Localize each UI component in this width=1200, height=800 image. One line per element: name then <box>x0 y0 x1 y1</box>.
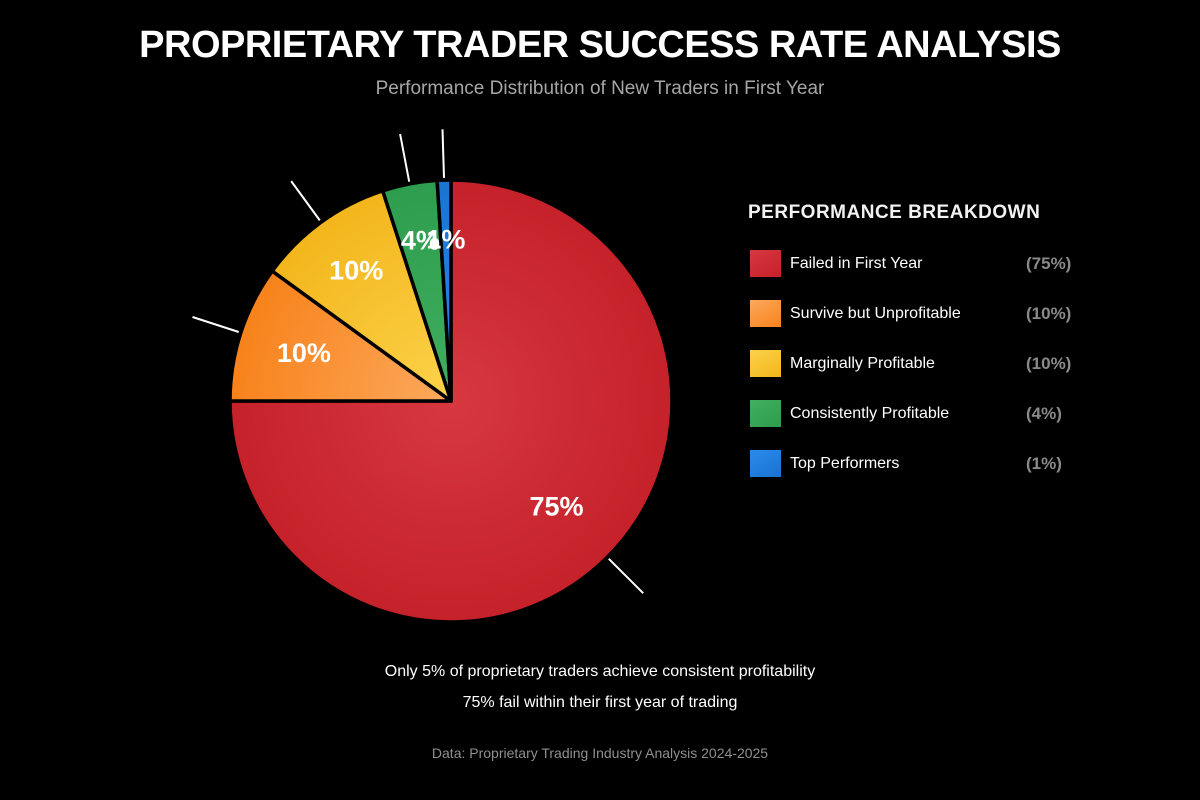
legend-percentage: (10%) <box>1026 303 1072 323</box>
legend: PERFORMANCE BREAKDOWN Failed in First Ye… <box>748 202 1088 500</box>
legend-percentage: (4%) <box>1026 403 1062 423</box>
slice-label-top-performers: 1% <box>426 225 465 255</box>
legend-label: Consistently Profitable <box>790 404 950 422</box>
legend-percentage: (1%) <box>1026 453 1062 473</box>
legend-label: Failed in First Year <box>790 254 923 272</box>
legend-item-failed-in-first-year: Failed in First Year (75%) <box>748 250 1088 277</box>
slice-label-consistently-profitable: 4% <box>401 225 440 255</box>
legend-item-top-performers: Top Performers (1%) <box>748 450 1088 477</box>
page-title: PROPRIETARY TRADER SUCCESS RATE ANALYSIS <box>139 24 1061 66</box>
leader-line-failed-in-first-year <box>608 558 644 594</box>
slice-label-failed-in-first-year: 75% <box>529 492 583 522</box>
legend-item-survive-but-unprofitable: Survive but Unprofitable (10%) <box>748 300 1088 327</box>
slice-label-survive-but-unprofitable: 10% <box>277 338 331 368</box>
pie-slice-survive-but-unprofitable <box>228 269 453 403</box>
legend-item-consistently-profitable: Consistently Profitable (4%) <box>748 400 1088 427</box>
page-subtitle: Performance Distribution of New Traders … <box>375 78 825 99</box>
annotation-line-1: Only 5% of proprietary traders achieve c… <box>384 663 816 680</box>
legend-label: Top Performers <box>790 454 900 472</box>
legend-title: PERFORMANCE BREAKDOWN <box>748 202 1041 223</box>
annotation-line-2: 75% fail within their first year of trad… <box>462 694 738 711</box>
leader-line-survive-but-unprofitable <box>192 316 240 333</box>
legend-rows: Failed in First Year (75%) Survive but Unp… <box>748 250 1088 477</box>
pie-slice-marginally-profitable <box>270 189 453 403</box>
legend-item-marginally-profitable: Marginally Profitable (10%) <box>748 350 1088 377</box>
pie-slice-top-performers <box>435 178 453 403</box>
leader-line-top-performers <box>441 129 445 178</box>
legend-swatch-failed-in-first-year <box>750 250 781 277</box>
legend-swatch-survive-but-unprofitable <box>750 300 781 327</box>
legend-percentage: (10%) <box>1026 353 1072 373</box>
leader-line-consistently-profitable <box>399 133 411 182</box>
pie-slice-failed-in-first-year <box>228 178 674 624</box>
legend-label: Survive but Unprofitable <box>790 304 961 322</box>
legend-label: Marginally Profitable <box>790 354 935 372</box>
footer-source: Data: Proprietary Trading Industry Analy… <box>431 745 769 761</box>
legend-swatch-top-performers <box>750 450 781 477</box>
legend-swatch-marginally-profitable <box>750 350 781 377</box>
slice-label-marginally-profitable: 10% <box>329 256 383 286</box>
leader-line-marginally-profitable <box>290 180 321 221</box>
legend-swatch-consistently-profitable <box>750 400 781 427</box>
legend-percentage: (75%) <box>1026 253 1072 273</box>
